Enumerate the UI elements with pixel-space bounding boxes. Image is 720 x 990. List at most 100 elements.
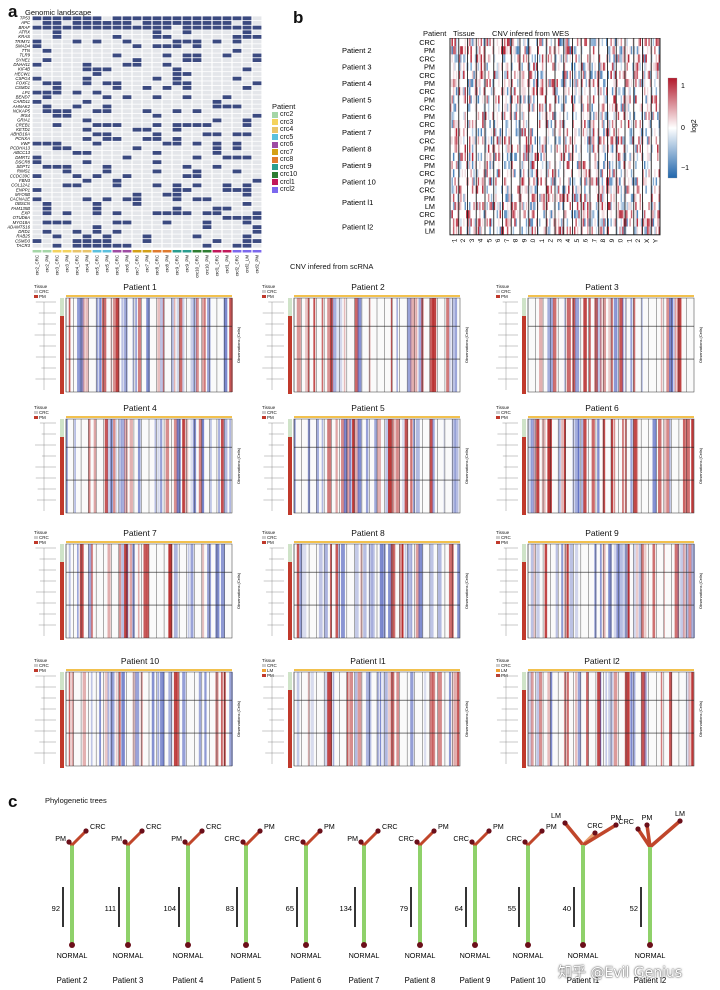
cnv-cell: [623, 210, 626, 219]
cnv-stripe: [85, 298, 89, 392]
mutation-cell: [132, 243, 142, 248]
mutation-cell: [132, 34, 142, 39]
cnv-cell: [652, 120, 655, 129]
cnv-cell: [482, 38, 484, 47]
cnv-cell: [544, 161, 547, 170]
cnv-cell: [486, 87, 489, 96]
cnv-cell: [511, 79, 513, 88]
cnv-cell: [550, 152, 553, 161]
cnv-cell: [654, 185, 656, 194]
cnv-cell: [455, 79, 458, 88]
cnv-cell: [496, 70, 499, 79]
cnv-cell: [527, 128, 529, 137]
cnv-cell: [547, 185, 550, 194]
cnv-cell: [450, 193, 452, 202]
cnv-cell: [557, 152, 560, 161]
mutation-cell: [242, 16, 252, 21]
cnv-cell: [641, 218, 643, 227]
mutation-cell: [102, 197, 112, 202]
cnv-cell: [528, 103, 531, 112]
legend-swatch: [272, 164, 278, 171]
mutation-cell: [252, 160, 262, 165]
cnv-cell: [585, 226, 588, 235]
cnv-cell: [530, 79, 532, 88]
mutation-cell: [92, 220, 102, 225]
cnv-cell: [483, 185, 486, 194]
cnv-cell: [544, 95, 547, 104]
cnv-cell: [582, 111, 585, 120]
cnv-cell: [610, 120, 613, 129]
cnv-stripe: [182, 298, 185, 392]
cnv-cell: [555, 218, 557, 227]
cnv-cell: [457, 79, 459, 88]
patient-bar: [202, 250, 212, 253]
mutation-cell: [62, 206, 72, 211]
cnv-cell: [540, 128, 543, 137]
cnv-cell: [515, 128, 518, 137]
cnv-cell: [620, 87, 623, 96]
cnv-stripe: [124, 298, 128, 392]
mutation-cell: [82, 67, 92, 72]
mutation-cell: [232, 206, 242, 211]
cnv-cell: [648, 185, 650, 194]
mutation-cell: [122, 183, 132, 188]
mutation-cell: [212, 206, 222, 211]
cnv-cell: [467, 144, 470, 153]
cnv-cell: [537, 185, 540, 194]
cnv-cell: [480, 144, 483, 153]
cnv-cell: [598, 70, 601, 79]
cnv-cell: [480, 202, 483, 211]
cnv-cell: [528, 70, 531, 79]
cnv-cell: [482, 136, 484, 145]
tissue-label: CRC: [419, 104, 435, 113]
mutation-cell: [202, 215, 212, 220]
cnv-cell: [584, 95, 586, 104]
mutation-cell: [222, 127, 232, 132]
cnv-cell: [633, 38, 636, 47]
mutation-cell: [72, 225, 82, 230]
mutation-cell: [132, 220, 142, 225]
mutation-cell: [132, 192, 142, 197]
cnv-cell: [530, 169, 532, 178]
cnv-cell: [553, 54, 556, 63]
mutation-cell: [212, 234, 222, 239]
cnv-cell: [485, 144, 487, 153]
mutation-cell: [62, 211, 72, 216]
cnv-cell: [517, 218, 519, 227]
cnv-cell: [630, 202, 633, 211]
cnv-cell: [463, 103, 465, 112]
mutation-cell: [122, 239, 132, 243]
cnv-cell: [604, 144, 607, 153]
cnv-cell: [591, 226, 594, 235]
cnv-cell: [546, 62, 548, 71]
cnv-cell: [584, 46, 586, 55]
mutation-cell: [42, 202, 52, 206]
cnv-cell: [460, 218, 462, 227]
mutation-cell: [92, 67, 102, 72]
cnv-cell: [566, 62, 569, 71]
mutation-cell: [72, 99, 82, 104]
cnv-cell: [546, 54, 548, 63]
mutation-cell: [102, 30, 112, 35]
cnv-cell: [479, 144, 481, 153]
cnv-cell: [515, 79, 518, 88]
cnv-cell: [638, 120, 640, 129]
cnv-cell: [611, 111, 614, 120]
cnv-cell: [498, 87, 500, 96]
cnv-cell: [499, 177, 502, 186]
cnv-cell: [518, 103, 521, 112]
cnv-cell: [473, 226, 475, 235]
cnv-cell: [607, 161, 610, 170]
cnv-cell: [454, 62, 457, 71]
mutation-cell: [172, 44, 182, 49]
cnv-cell: [509, 193, 512, 202]
cnv-cell: [461, 193, 464, 202]
cnv-cell: [601, 87, 604, 96]
cnv-cell: [452, 152, 455, 161]
cnv-cell: [553, 136, 556, 145]
cnv-cell: [536, 218, 538, 227]
cnv-cell: [655, 79, 658, 88]
cnv-cell: [550, 54, 553, 63]
patient-bar: [132, 250, 142, 253]
mutation-cell: [142, 39, 152, 44]
